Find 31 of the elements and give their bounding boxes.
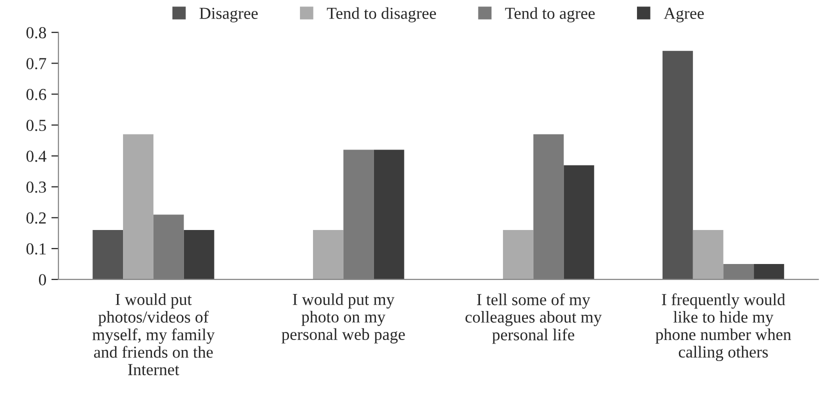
bar [662,50,693,280]
bar [692,230,724,280]
y-tick-label: 0.4 [26,150,46,162]
x-tick-label: I tell some of my colleagues about my personal life [465,293,602,344]
bar [343,150,374,280]
bar [754,264,784,280]
x-tick-label: I would put my photo on my personal web page [282,293,405,344]
legend-label: Agree [664,8,704,22]
y-tick-label: 0.3 [26,182,46,193]
bar [502,230,534,280]
y-tick-label: 0.6 [26,88,46,100]
bar [184,230,214,280]
y-tick-label: 0 [38,274,46,286]
bar [123,134,154,280]
legend-label: Tend to disagree [326,7,436,22]
bar [374,150,404,280]
bar [153,214,184,280]
x-tick-label: I frequently would like to hide my phone number when calling others [656,293,792,362]
legend-label: Disagree [200,8,258,22]
y-tick-label: 0.5 [26,120,46,132]
bar [92,230,124,280]
y-tick-label: 0.2 [26,212,46,224]
y-tick-label: 0.8 [26,27,46,38]
bar [533,134,564,280]
bar [564,165,594,280]
x-tick-label: I would put photos/videos of myself, my family and friends on the Internet [92,293,215,376]
legend-label: Tend to agree [505,7,595,22]
y-tick-label: 0.1 [26,243,46,255]
y-tick-label: 0.7 [26,58,46,70]
bar [313,230,344,280]
bar [723,264,754,280]
